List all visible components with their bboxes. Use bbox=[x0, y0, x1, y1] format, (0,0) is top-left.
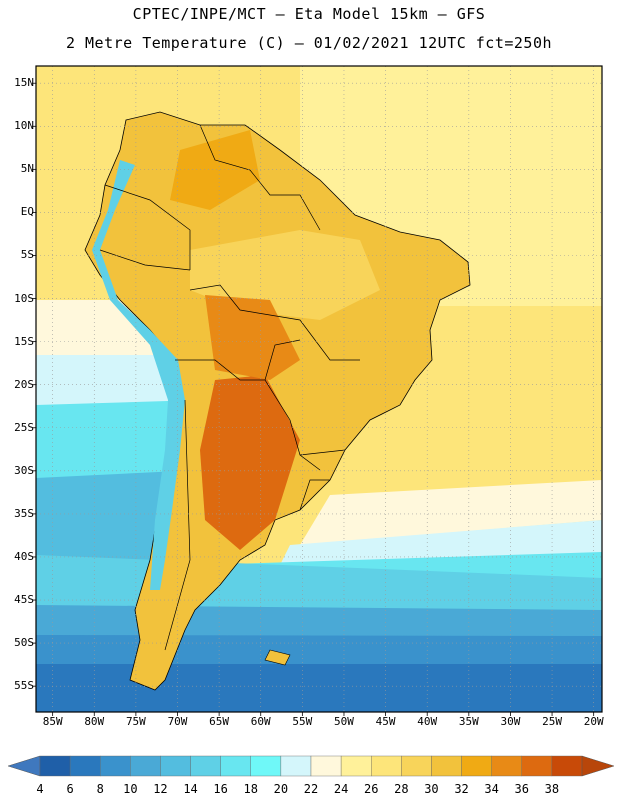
colorbar-high-arrow bbox=[581, 755, 615, 777]
lat-tick-label: 55S bbox=[14, 679, 34, 693]
colorbar-cell bbox=[39, 755, 71, 777]
axis-ticks bbox=[32, 82, 595, 716]
colorbar-cell bbox=[491, 755, 522, 777]
colorbar-low-arrow bbox=[7, 755, 41, 777]
lat-tick-label: 10S bbox=[14, 291, 34, 305]
colorbar-tick-label: 12 bbox=[153, 782, 168, 796]
colorbar-cells bbox=[39, 755, 583, 777]
colorbar-tick-label: 18 bbox=[243, 782, 258, 796]
ocean-cyan-band-west bbox=[36, 400, 200, 480]
lat-tick-label: 25S bbox=[14, 420, 34, 434]
lon-tick-label: 75W bbox=[125, 715, 146, 728]
lon-tick-label: 45W bbox=[375, 715, 396, 728]
lat-tick-label: EQ bbox=[20, 205, 34, 219]
lon-tick-label: 85W bbox=[42, 715, 63, 728]
lat-tick-label: 40S bbox=[14, 549, 34, 563]
colorbar-cell bbox=[401, 755, 432, 777]
colorbar-tick-label: 28 bbox=[394, 782, 409, 796]
ocean-deep-blue-band bbox=[36, 664, 602, 712]
lat-tick-label: 30S bbox=[14, 463, 34, 477]
colorbar-cell bbox=[100, 755, 131, 777]
map-subtitle: 2 Metre Temperature (C) – 01/02/2021 12U… bbox=[65, 34, 553, 52]
lat-tick-label: 15S bbox=[14, 334, 34, 348]
lat-tick-label: 10N bbox=[14, 119, 34, 133]
colorbar-cell bbox=[130, 755, 161, 777]
colorbar-tick-label: 30 bbox=[424, 782, 439, 796]
andes-cold-strip bbox=[92, 160, 185, 590]
colorbar-tick-label: 4 bbox=[36, 782, 44, 796]
lon-tick-label: 50W bbox=[334, 715, 354, 728]
colorbar-cell bbox=[190, 755, 221, 777]
colorbar-cell bbox=[340, 755, 372, 777]
lon-tick-label: 35W bbox=[458, 715, 479, 728]
falkland-islands bbox=[264, 649, 291, 666]
colorbar-tick-label: 6 bbox=[66, 782, 74, 796]
chaco-very-hot-region bbox=[200, 375, 300, 550]
lon-tick-label: 20W bbox=[583, 715, 604, 728]
colorbar-cell bbox=[220, 755, 251, 777]
ocean-pale-band-east bbox=[300, 480, 602, 545]
colorbar-cell bbox=[69, 755, 101, 777]
colorbar bbox=[7, 755, 615, 777]
lon-tick-label: 25W bbox=[542, 715, 562, 728]
lon-tick-label: 55W bbox=[292, 715, 313, 728]
colorbar-cell bbox=[280, 755, 312, 777]
colorbar-tick-label: 38 bbox=[544, 782, 560, 796]
ocean-blue-band bbox=[36, 605, 602, 640]
colorbar-tick-label: 10 bbox=[123, 782, 138, 796]
northern-hot-region bbox=[170, 130, 260, 210]
colorbar-tick-label: 24 bbox=[333, 782, 349, 796]
colorbar-cell bbox=[250, 755, 282, 777]
lat-tick-label: 20S bbox=[14, 377, 34, 391]
colorbar-tick-label: 26 bbox=[363, 782, 379, 796]
colorbar-tick-label: 8 bbox=[96, 782, 104, 796]
colorbar-cell bbox=[160, 755, 191, 777]
colorbar-tick-label: 20 bbox=[273, 782, 289, 796]
lat-tick-label: 50S bbox=[14, 636, 34, 650]
colorbar-cell bbox=[461, 755, 492, 777]
lon-tick-label: 40W bbox=[417, 715, 438, 728]
colorbar-tick-label: 34 bbox=[484, 782, 499, 796]
lon-tick-label: 80W bbox=[84, 715, 105, 728]
colorbar-tick-label: 22 bbox=[303, 782, 319, 796]
lon-tick-label: 70W bbox=[167, 715, 188, 728]
colorbar-cell bbox=[371, 755, 402, 777]
lon-tick-label: 65W bbox=[209, 715, 230, 728]
lat-tick-label: 15N bbox=[14, 76, 34, 90]
ocean-light-cyan-band-east bbox=[280, 520, 602, 565]
lat-tick-label: 5N bbox=[20, 162, 34, 176]
ocean-mid-blue-band bbox=[36, 635, 602, 668]
colorbar-cell bbox=[310, 755, 342, 777]
colorbar-tick-label: 32 bbox=[454, 782, 469, 796]
lon-tick-label: 30W bbox=[500, 715, 521, 728]
lat-tick-label: 35S bbox=[14, 506, 34, 520]
colorbar-cell bbox=[521, 755, 553, 777]
map-frame bbox=[35, 65, 603, 713]
lon-tick-label: 60W bbox=[250, 715, 271, 728]
colorbar-tick-label: 16 bbox=[213, 782, 228, 796]
colorbar-cell bbox=[551, 755, 583, 777]
colorbar-tick-label: 14 bbox=[183, 782, 198, 796]
colorbar-tick-label: 36 bbox=[514, 782, 529, 796]
country-borders bbox=[99, 124, 360, 651]
lat-tick-label: 5S bbox=[20, 248, 34, 262]
colorbar-cell bbox=[431, 755, 462, 777]
lat-tick-label: 45S bbox=[14, 593, 34, 607]
map-title: CPTEC/INPE/MCT – Eta Model 15km – GFS bbox=[132, 5, 486, 23]
